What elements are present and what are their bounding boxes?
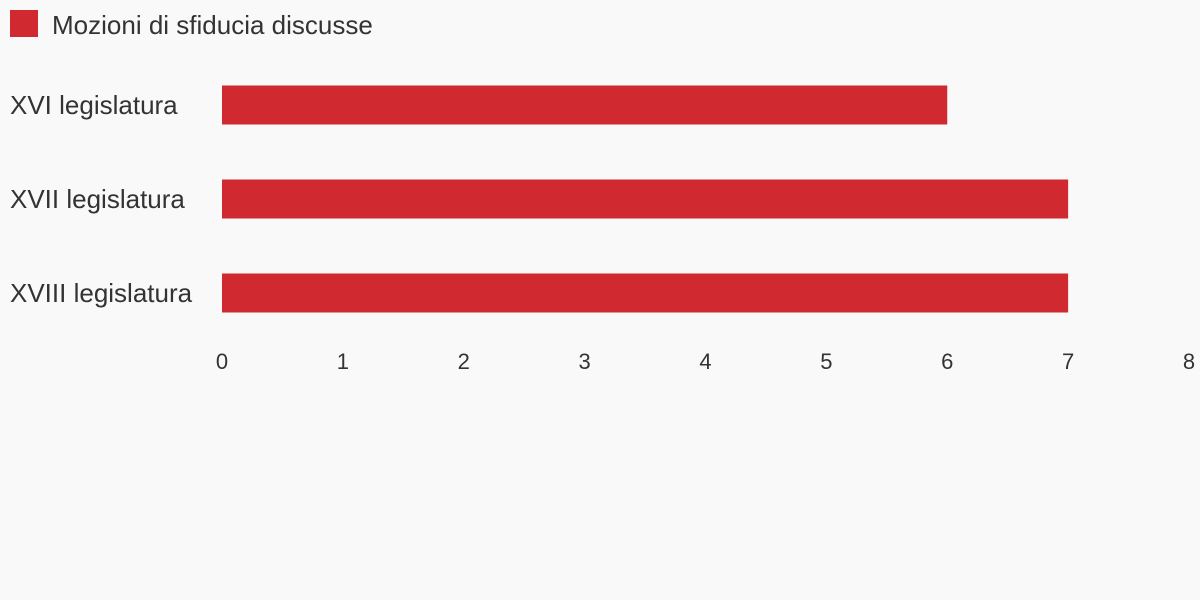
x-tick-label: 4 xyxy=(699,349,711,374)
x-tick-label: 5 xyxy=(820,349,832,374)
x-tick-label: 1 xyxy=(337,349,349,374)
legend-swatch xyxy=(10,10,38,37)
bar xyxy=(222,273,1069,313)
bar xyxy=(222,85,948,125)
x-tick-label: 0 xyxy=(216,349,228,374)
legend-label: Mozioni di sfiducia discusse xyxy=(52,10,373,40)
bar xyxy=(222,179,1069,219)
y-tick-label: XVII legislatura xyxy=(10,184,185,214)
x-tick-label: 8 xyxy=(1183,349,1195,374)
y-tick-label: XVIII legislatura xyxy=(10,278,193,308)
x-tick-label: 3 xyxy=(579,349,591,374)
x-tick-label: 6 xyxy=(941,349,953,374)
y-tick-label: XVI legislatura xyxy=(10,90,178,120)
x-tick-label: 7 xyxy=(1062,349,1074,374)
x-tick-label: 2 xyxy=(458,349,470,374)
